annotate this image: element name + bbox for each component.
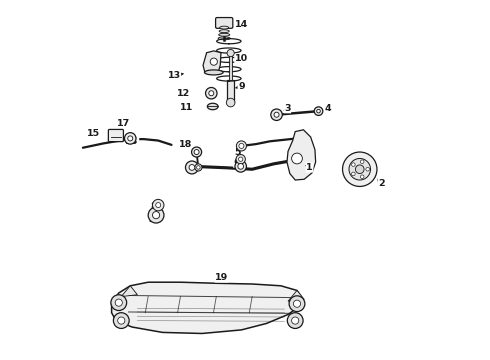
Circle shape bbox=[226, 98, 235, 107]
Text: 6: 6 bbox=[234, 158, 241, 167]
Circle shape bbox=[111, 295, 126, 311]
Ellipse shape bbox=[220, 26, 229, 29]
Circle shape bbox=[352, 172, 355, 176]
Circle shape bbox=[274, 112, 279, 117]
Text: 16: 16 bbox=[125, 137, 139, 146]
Circle shape bbox=[189, 165, 195, 170]
Text: 9: 9 bbox=[238, 82, 245, 91]
Circle shape bbox=[236, 154, 245, 164]
FancyBboxPatch shape bbox=[229, 53, 232, 80]
Circle shape bbox=[235, 161, 246, 172]
Circle shape bbox=[343, 152, 377, 186]
Circle shape bbox=[366, 167, 369, 171]
Circle shape bbox=[209, 91, 214, 96]
Polygon shape bbox=[288, 291, 304, 301]
Text: 19: 19 bbox=[215, 273, 228, 282]
Ellipse shape bbox=[219, 30, 229, 33]
FancyBboxPatch shape bbox=[216, 18, 233, 28]
Polygon shape bbox=[203, 51, 221, 72]
Circle shape bbox=[271, 109, 282, 121]
Ellipse shape bbox=[219, 33, 230, 36]
Circle shape bbox=[352, 163, 355, 166]
Text: 8: 8 bbox=[150, 202, 157, 211]
Text: 13: 13 bbox=[168, 71, 180, 80]
Polygon shape bbox=[287, 130, 316, 180]
Circle shape bbox=[210, 58, 218, 65]
Circle shape bbox=[194, 149, 199, 154]
Text: 7: 7 bbox=[147, 215, 154, 224]
Text: 15: 15 bbox=[87, 129, 100, 138]
Text: 17: 17 bbox=[117, 119, 130, 128]
Circle shape bbox=[115, 299, 122, 306]
Text: 4: 4 bbox=[324, 104, 331, 113]
Text: 10: 10 bbox=[235, 54, 248, 63]
Circle shape bbox=[239, 143, 244, 148]
Text: 2: 2 bbox=[378, 179, 385, 188]
Circle shape bbox=[294, 300, 300, 307]
Circle shape bbox=[152, 199, 164, 211]
Circle shape bbox=[124, 133, 136, 144]
Ellipse shape bbox=[207, 103, 218, 110]
Circle shape bbox=[361, 160, 364, 163]
Ellipse shape bbox=[204, 70, 223, 75]
Circle shape bbox=[287, 313, 303, 328]
Circle shape bbox=[128, 136, 133, 141]
Circle shape bbox=[317, 109, 320, 113]
Circle shape bbox=[361, 175, 364, 179]
Circle shape bbox=[239, 157, 243, 161]
Circle shape bbox=[195, 164, 202, 171]
Circle shape bbox=[152, 212, 160, 219]
Circle shape bbox=[196, 166, 200, 169]
Circle shape bbox=[227, 49, 234, 57]
Text: 18: 18 bbox=[179, 140, 193, 149]
Circle shape bbox=[118, 317, 125, 324]
Circle shape bbox=[148, 207, 164, 223]
Circle shape bbox=[236, 141, 246, 151]
FancyBboxPatch shape bbox=[108, 130, 123, 141]
Circle shape bbox=[192, 147, 201, 157]
Polygon shape bbox=[122, 286, 137, 297]
Circle shape bbox=[292, 317, 299, 324]
Circle shape bbox=[156, 203, 161, 208]
Circle shape bbox=[238, 163, 244, 169]
FancyBboxPatch shape bbox=[227, 80, 234, 102]
Ellipse shape bbox=[218, 37, 230, 40]
Circle shape bbox=[205, 87, 217, 99]
Text: 11: 11 bbox=[180, 103, 194, 112]
Circle shape bbox=[355, 165, 364, 174]
Polygon shape bbox=[112, 282, 302, 333]
Circle shape bbox=[292, 153, 302, 164]
Circle shape bbox=[289, 296, 305, 312]
Text: 14: 14 bbox=[235, 19, 248, 28]
Text: 5: 5 bbox=[234, 148, 241, 157]
Circle shape bbox=[113, 313, 129, 328]
Text: 12: 12 bbox=[177, 89, 191, 98]
Circle shape bbox=[349, 158, 370, 180]
Circle shape bbox=[314, 107, 323, 116]
Text: 3: 3 bbox=[284, 104, 291, 113]
Text: 1: 1 bbox=[306, 163, 313, 172]
Circle shape bbox=[186, 161, 198, 174]
